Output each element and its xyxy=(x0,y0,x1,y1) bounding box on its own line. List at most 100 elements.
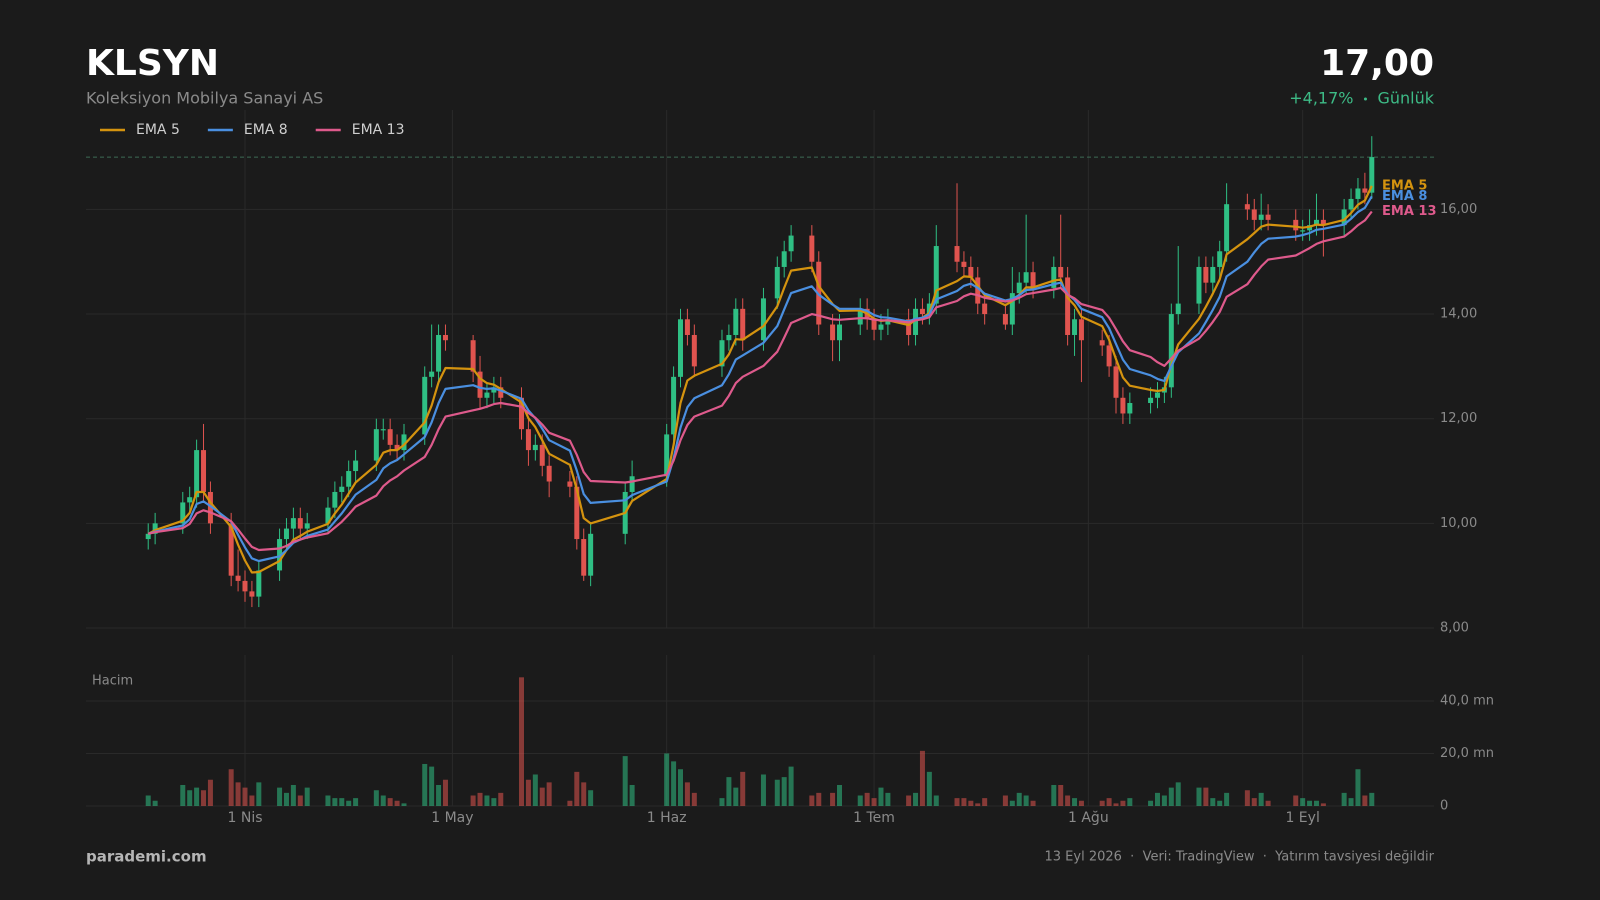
candle-body xyxy=(913,308,919,335)
volume-bar xyxy=(816,792,822,806)
volume-bar xyxy=(1113,803,1119,806)
y-tick-label: 16,00 xyxy=(1440,202,1477,217)
candle-body xyxy=(228,523,234,576)
volume-bar xyxy=(1099,800,1105,806)
candle-body xyxy=(836,324,842,341)
candle-body xyxy=(207,491,213,524)
volume-bar xyxy=(201,790,207,806)
volume-bar xyxy=(1175,782,1181,806)
volume-tick-label: 20,0 mn xyxy=(1440,746,1494,761)
volume-bar xyxy=(277,787,283,806)
candle-body xyxy=(401,434,407,451)
candle-body xyxy=(187,497,193,503)
candle-body xyxy=(194,450,200,498)
candle-body xyxy=(387,429,393,445)
volume-bar xyxy=(975,803,981,806)
candle-body xyxy=(519,397,525,430)
volume-bar xyxy=(1320,803,1326,806)
candle-body xyxy=(733,308,739,335)
volume-bar xyxy=(1051,784,1057,806)
candle-body xyxy=(256,570,262,597)
volume-bar xyxy=(961,798,967,806)
volume-bar xyxy=(1016,792,1022,806)
volume-bar xyxy=(629,784,635,806)
candle-body xyxy=(567,481,573,487)
candle-body xyxy=(857,308,863,325)
candle-body xyxy=(498,387,504,398)
candle-body xyxy=(581,539,587,576)
price-change: +4,17% xyxy=(1289,89,1353,108)
volume-bar xyxy=(256,782,262,806)
volume-bar xyxy=(180,784,186,806)
volume-bar xyxy=(1078,800,1084,806)
volume-bar xyxy=(442,779,448,806)
volume-bar xyxy=(380,795,386,806)
candle-body xyxy=(691,334,697,367)
candle-body xyxy=(422,376,428,435)
candle-body xyxy=(1072,319,1078,335)
company-name: Koleksiyon Mobilya Sanayi AS xyxy=(86,89,323,108)
ema-end-label: EMA 8 xyxy=(1382,189,1427,204)
candle-body xyxy=(1196,266,1202,304)
volume-bar xyxy=(1293,795,1299,806)
volume-bar xyxy=(830,792,836,806)
candle-body xyxy=(339,486,345,492)
volume-bar xyxy=(740,771,746,806)
volume-bar xyxy=(373,790,379,806)
x-tick-label: 1 May xyxy=(431,810,473,826)
candle-body xyxy=(933,246,939,304)
volume-bar xyxy=(242,787,248,806)
x-tick-label: 1 Haz xyxy=(647,810,687,826)
volume-bar xyxy=(836,784,842,806)
volume-bar xyxy=(968,800,974,806)
candle-body xyxy=(249,591,255,597)
volume-bar xyxy=(1251,798,1257,806)
candle-body xyxy=(1224,204,1230,252)
volume-bar xyxy=(228,769,234,806)
volume-label: Hacim xyxy=(92,674,133,689)
volume-bar xyxy=(346,800,352,806)
volume-bar xyxy=(1106,798,1112,806)
candle-body xyxy=(678,319,684,377)
volume-bar xyxy=(207,779,213,806)
candle-body xyxy=(878,324,884,330)
candle-body xyxy=(982,303,988,315)
volume-bar xyxy=(781,777,787,806)
x-tick-label: 1 Ağu xyxy=(1068,810,1109,826)
candle-body xyxy=(1051,266,1057,288)
volume-bar xyxy=(760,774,766,806)
candle-body xyxy=(574,486,580,540)
volume-bar xyxy=(1369,792,1375,806)
candle-body xyxy=(919,308,925,315)
candle-body xyxy=(629,476,635,492)
volume-bar xyxy=(1120,800,1126,806)
candle-body xyxy=(242,580,248,592)
candle-body xyxy=(726,334,732,341)
candle-body xyxy=(1127,403,1133,414)
volume-bar xyxy=(906,795,912,806)
candle-body xyxy=(1023,272,1029,283)
volume-bar xyxy=(1127,798,1133,806)
volume-bar xyxy=(581,782,587,806)
volume-bar xyxy=(982,798,988,806)
volume-bar xyxy=(325,795,331,806)
candle-body xyxy=(532,444,538,451)
y-tick-label: 14,00 xyxy=(1440,307,1477,322)
volume-bar xyxy=(684,782,690,806)
candle-body xyxy=(788,235,794,252)
volume-tick-label: 40,0 mn xyxy=(1440,693,1494,708)
volume-bar xyxy=(187,790,193,806)
candle-body xyxy=(719,340,725,367)
volume-bar xyxy=(235,782,241,806)
volume-bar xyxy=(726,777,732,806)
candle-body xyxy=(304,523,310,529)
y-tick-label: 8,00 xyxy=(1440,621,1469,636)
volume-bar xyxy=(871,798,877,806)
candle-body xyxy=(1341,209,1347,226)
volume-bar xyxy=(788,766,794,806)
candle-body xyxy=(297,518,303,529)
candle-body xyxy=(1369,157,1375,193)
volume-bar xyxy=(1210,798,1216,806)
ticker-title: KLSYN xyxy=(86,43,219,84)
volume-bar xyxy=(1148,800,1154,806)
